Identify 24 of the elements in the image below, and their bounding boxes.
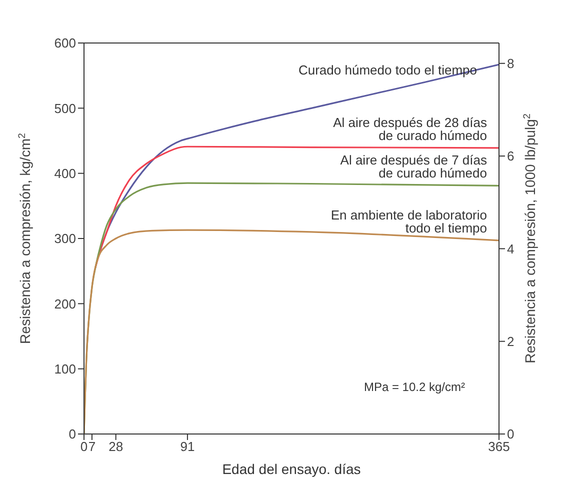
line-series — [94, 146, 499, 269]
x-tick-label: 91 — [180, 439, 195, 454]
y2-tick-label: 0 — [507, 426, 514, 442]
x-axis-title: Edad del ensayo. días — [222, 461, 361, 477]
y2-tick-label: 4 — [507, 241, 514, 256]
annotation: MPa = 10.2 kg/cm² — [364, 380, 465, 394]
y-tick-label: 300 — [54, 231, 76, 246]
y-tick-label: 400 — [54, 166, 76, 181]
y2-tick-label: 6 — [507, 148, 514, 164]
series-label: Al aire después de 7 días de curado húmedo — [340, 152, 488, 181]
y-tick-label: 0 — [68, 426, 76, 442]
x-tick-label: 7 — [88, 439, 96, 454]
x-tick-label: 365 — [488, 439, 510, 454]
series-label: Al aire después de 28 días de curado húmedo — [333, 114, 488, 143]
y2-tick-label: 8 — [507, 56, 514, 71]
y2-tick-label: 2 — [507, 334, 514, 349]
y-tick-label: 500 — [54, 100, 76, 116]
x-tick-label: 28 — [108, 439, 124, 454]
series-label: En ambiente de laboratorio todo el tiempo — [330, 207, 487, 236]
y-tick-label: 100 — [54, 361, 76, 376]
x-tick-label: 0 — [80, 439, 88, 454]
y-tick-label: 600 — [54, 36, 76, 51]
series-label: Curado húmedo todo el tiempo — [298, 62, 477, 78]
y-tick-label: 200 — [54, 296, 76, 312]
